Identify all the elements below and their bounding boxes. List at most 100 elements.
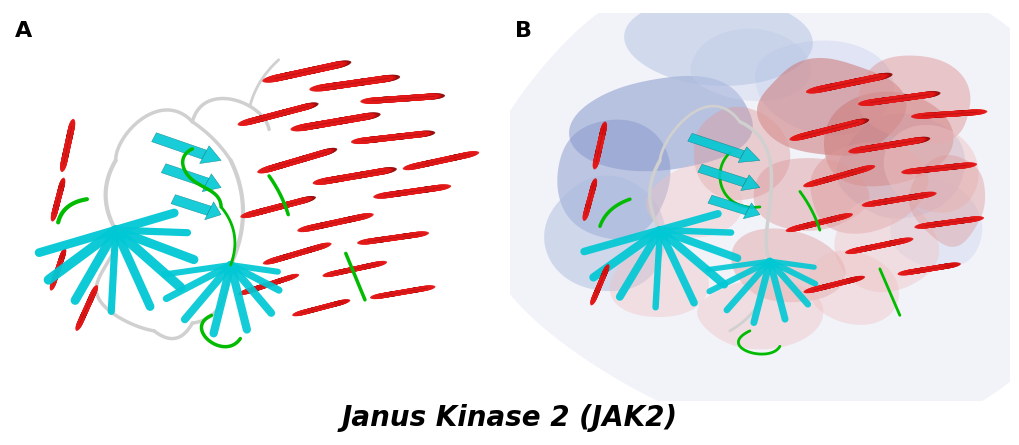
Ellipse shape	[453, 152, 476, 159]
Ellipse shape	[813, 218, 835, 225]
Ellipse shape	[824, 215, 845, 222]
Ellipse shape	[836, 278, 856, 285]
Ellipse shape	[330, 269, 350, 275]
Ellipse shape	[825, 81, 850, 89]
Ellipse shape	[596, 136, 603, 150]
Ellipse shape	[884, 239, 905, 246]
Ellipse shape	[300, 307, 318, 314]
Ellipse shape	[65, 130, 72, 146]
Ellipse shape	[599, 121, 606, 136]
Ellipse shape	[335, 116, 361, 124]
Ellipse shape	[416, 93, 439, 100]
Ellipse shape	[873, 198, 896, 205]
Ellipse shape	[850, 146, 874, 153]
Ellipse shape	[905, 168, 927, 174]
Ellipse shape	[253, 113, 275, 122]
Ellipse shape	[853, 76, 878, 84]
Ellipse shape	[335, 80, 362, 88]
Ellipse shape	[273, 160, 296, 169]
Ellipse shape	[851, 146, 875, 153]
Ellipse shape	[286, 198, 308, 206]
Ellipse shape	[963, 109, 986, 115]
Ellipse shape	[361, 238, 382, 244]
Ellipse shape	[257, 113, 279, 121]
Ellipse shape	[381, 134, 406, 141]
Ellipse shape	[267, 110, 289, 118]
Ellipse shape	[265, 203, 287, 211]
Ellipse shape	[252, 207, 274, 215]
Ellipse shape	[258, 112, 280, 121]
Ellipse shape	[385, 96, 409, 102]
Ellipse shape	[296, 122, 321, 130]
Ellipse shape	[317, 177, 341, 184]
Ellipse shape	[270, 109, 293, 117]
Ellipse shape	[341, 115, 367, 122]
Ellipse shape	[301, 152, 323, 161]
Ellipse shape	[792, 223, 813, 231]
Ellipse shape	[250, 114, 272, 123]
Ellipse shape	[279, 200, 302, 208]
Ellipse shape	[598, 127, 605, 142]
Ellipse shape	[594, 283, 601, 295]
Ellipse shape	[315, 119, 341, 127]
Ellipse shape	[855, 75, 880, 83]
Ellipse shape	[832, 213, 852, 220]
Ellipse shape	[916, 266, 936, 272]
Ellipse shape	[593, 151, 600, 166]
Ellipse shape	[297, 308, 315, 315]
Ellipse shape	[87, 292, 95, 306]
Ellipse shape	[593, 285, 600, 298]
Ellipse shape	[331, 269, 351, 275]
Ellipse shape	[433, 156, 455, 164]
Ellipse shape	[63, 142, 70, 158]
Ellipse shape	[905, 193, 927, 200]
Ellipse shape	[832, 80, 857, 88]
Ellipse shape	[362, 262, 381, 269]
Ellipse shape	[915, 91, 940, 98]
Ellipse shape	[266, 162, 289, 171]
Ellipse shape	[336, 216, 358, 224]
Ellipse shape	[77, 311, 87, 325]
Ellipse shape	[363, 169, 387, 176]
Ellipse shape	[843, 78, 868, 86]
Ellipse shape	[64, 135, 71, 151]
Ellipse shape	[585, 198, 591, 211]
Ellipse shape	[328, 269, 347, 276]
Ellipse shape	[263, 204, 285, 212]
Ellipse shape	[54, 193, 61, 207]
Ellipse shape	[928, 112, 951, 117]
Ellipse shape	[408, 231, 429, 238]
Ellipse shape	[332, 268, 352, 275]
Ellipse shape	[276, 201, 299, 209]
Ellipse shape	[370, 75, 395, 83]
Ellipse shape	[323, 302, 341, 308]
Ellipse shape	[328, 300, 346, 307]
Ellipse shape	[283, 251, 304, 259]
Ellipse shape	[828, 81, 854, 89]
Ellipse shape	[65, 132, 72, 148]
Ellipse shape	[347, 113, 374, 121]
Ellipse shape	[848, 247, 869, 253]
Ellipse shape	[56, 189, 62, 203]
Ellipse shape	[263, 257, 283, 265]
Ellipse shape	[51, 205, 58, 219]
Ellipse shape	[352, 171, 376, 178]
Ellipse shape	[397, 233, 418, 239]
Ellipse shape	[265, 256, 285, 264]
Ellipse shape	[54, 194, 61, 208]
Ellipse shape	[408, 287, 427, 293]
Ellipse shape	[395, 289, 415, 295]
Ellipse shape	[374, 292, 394, 299]
Ellipse shape	[888, 196, 910, 202]
Ellipse shape	[942, 111, 964, 117]
Ellipse shape	[883, 96, 908, 102]
Ellipse shape	[941, 111, 963, 117]
Ellipse shape	[305, 65, 330, 73]
Ellipse shape	[583, 202, 590, 216]
Ellipse shape	[922, 166, 945, 172]
Ellipse shape	[265, 279, 283, 286]
Ellipse shape	[921, 265, 942, 271]
Ellipse shape	[901, 269, 921, 275]
Ellipse shape	[796, 131, 819, 139]
Ellipse shape	[245, 116, 267, 124]
